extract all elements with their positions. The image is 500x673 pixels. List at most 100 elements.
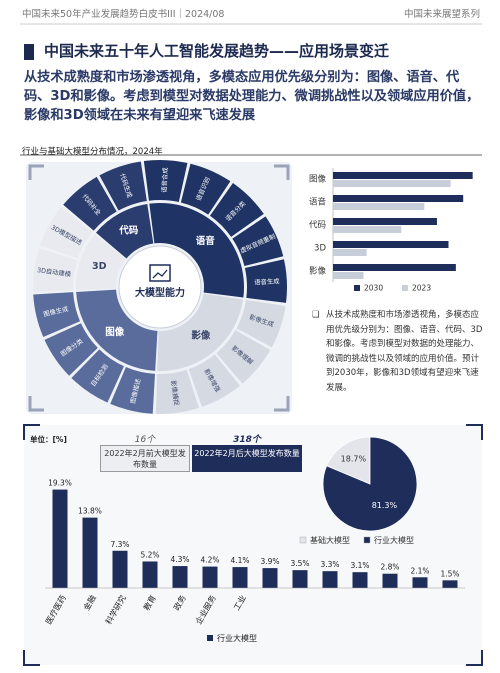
bar bbox=[352, 572, 368, 588]
bar bbox=[333, 272, 364, 279]
bar bbox=[382, 573, 398, 588]
bar bbox=[202, 566, 218, 588]
bar bbox=[333, 172, 473, 179]
wheel-group-label: 语音 bbox=[196, 235, 216, 247]
value-label: 3.5% bbox=[290, 559, 309, 568]
wheel-item bbox=[216, 330, 271, 384]
bullet-text: 从技术成熟度和市场渗透视角，多模态应用优先级分别为：图像、语音、代码、3D和影像… bbox=[312, 308, 486, 395]
value-label: 1.5% bbox=[440, 569, 459, 578]
wheel-item bbox=[180, 163, 231, 215]
release-count: 16个 bbox=[134, 435, 156, 445]
header-left: 中国未来50年产业发展趋势白皮书III｜2024/08 bbox=[22, 9, 225, 20]
wheel-group bbox=[157, 293, 244, 371]
wheel-item bbox=[209, 183, 264, 237]
value-label: 4.1% bbox=[230, 556, 249, 565]
wheel-item bbox=[155, 369, 200, 414]
wheel-group bbox=[95, 203, 154, 259]
bar bbox=[262, 568, 278, 588]
bar bbox=[322, 571, 338, 588]
wheel-group-label: 图像 bbox=[105, 326, 125, 338]
release-count: 318个 bbox=[233, 435, 261, 445]
value-label: 3.1% bbox=[350, 561, 369, 570]
wheel-item bbox=[71, 349, 124, 403]
value-label: 7.3% bbox=[110, 540, 129, 549]
pie-label: 81.3% bbox=[372, 501, 398, 510]
pie-slice bbox=[326, 436, 371, 485]
value-label: 4.2% bbox=[200, 556, 219, 565]
legend-swatch bbox=[402, 285, 408, 291]
wheel-group-label: 影像 bbox=[191, 330, 211, 342]
y-tick-label: 代码 bbox=[309, 220, 326, 231]
value-label: 3.9% bbox=[260, 557, 279, 566]
legend-swatch bbox=[299, 536, 307, 544]
wheel-group bbox=[76, 234, 126, 290]
legend-label: 2023 bbox=[412, 284, 431, 293]
bar bbox=[172, 566, 188, 588]
value-label: 19.3% bbox=[48, 479, 72, 488]
value-label: 2.8% bbox=[380, 563, 399, 572]
y-tick-label: 语音 bbox=[309, 197, 327, 208]
value-label: 5.2% bbox=[140, 550, 159, 559]
panel-corners bbox=[28, 164, 290, 412]
y-tick-label: 3D bbox=[314, 244, 326, 254]
bar bbox=[333, 203, 425, 210]
wheel-item bbox=[188, 354, 241, 407]
wheel-item bbox=[143, 160, 188, 203]
bar bbox=[142, 561, 158, 588]
wheel-group-label: 3D bbox=[92, 261, 107, 272]
bar bbox=[333, 218, 437, 225]
title: 中国未来五十年人工智能发展趋势——应用场景变迁 bbox=[44, 42, 390, 60]
bar bbox=[333, 264, 456, 271]
wheel-item bbox=[110, 367, 156, 414]
wheel-icon bbox=[152, 269, 168, 279]
wheel-item bbox=[33, 292, 81, 337]
y-tick-label: 影像 bbox=[309, 266, 327, 277]
bar bbox=[412, 577, 428, 588]
legend-swatch bbox=[363, 536, 371, 544]
bar bbox=[333, 226, 402, 233]
wheel-group bbox=[149, 203, 244, 298]
wheel-item bbox=[99, 161, 147, 211]
wheel-group bbox=[76, 289, 158, 371]
y-tick-label: 图像 bbox=[309, 174, 327, 185]
wheel-item bbox=[63, 176, 117, 231]
value-label: 3.3% bbox=[320, 560, 339, 569]
value-label: 4.3% bbox=[170, 555, 189, 564]
pie-slice bbox=[322, 436, 418, 532]
legend-label: 2030 bbox=[364, 284, 383, 293]
bar bbox=[333, 249, 367, 256]
bottom-corners bbox=[23, 424, 483, 666]
value-label: 2.1% bbox=[410, 566, 429, 575]
unit-label: 单位：[%] bbox=[30, 434, 67, 444]
wheel-item bbox=[244, 259, 287, 303]
bar bbox=[333, 180, 451, 187]
wheel-item bbox=[33, 248, 78, 292]
legend-label: 基础大模型 bbox=[310, 535, 350, 545]
bar bbox=[333, 241, 449, 248]
value-label: 13.8% bbox=[78, 507, 102, 516]
summary: 从技术成熟度和市场渗透视角，多模态应用优先级分别为：图像、语音、代码、3D和影像… bbox=[24, 70, 480, 123]
wheel-center bbox=[118, 245, 202, 329]
wheel-center-label: 大模型能力 bbox=[135, 286, 185, 299]
legend-label: 行业大模型 bbox=[374, 535, 414, 545]
bar bbox=[232, 567, 248, 588]
wheel-item-label: 语音合成 bbox=[159, 167, 169, 193]
legend-swatch bbox=[354, 285, 360, 291]
wheel-item bbox=[40, 207, 93, 259]
wheel-item-label: 语音生成 bbox=[254, 276, 280, 286]
section-label: 行业与基础大模型分布情况，2024年 bbox=[22, 147, 163, 157]
title-marker bbox=[24, 44, 34, 60]
bar bbox=[333, 195, 464, 202]
pie-label: 18.7% bbox=[341, 455, 367, 464]
release-label: 2022年2月后大模型发布数量 bbox=[192, 445, 302, 472]
header-right: 中国未来展望系列 bbox=[403, 9, 480, 20]
wheel-item bbox=[236, 299, 286, 348]
wheel-item bbox=[44, 323, 98, 376]
legend-label: 行业大模型 bbox=[217, 633, 257, 643]
release-label: 2022年2月前大模型发布数量 bbox=[100, 445, 190, 472]
wheel-item bbox=[232, 216, 284, 266]
bar bbox=[82, 517, 98, 588]
bar bbox=[112, 550, 128, 588]
legend-swatch bbox=[207, 635, 213, 641]
